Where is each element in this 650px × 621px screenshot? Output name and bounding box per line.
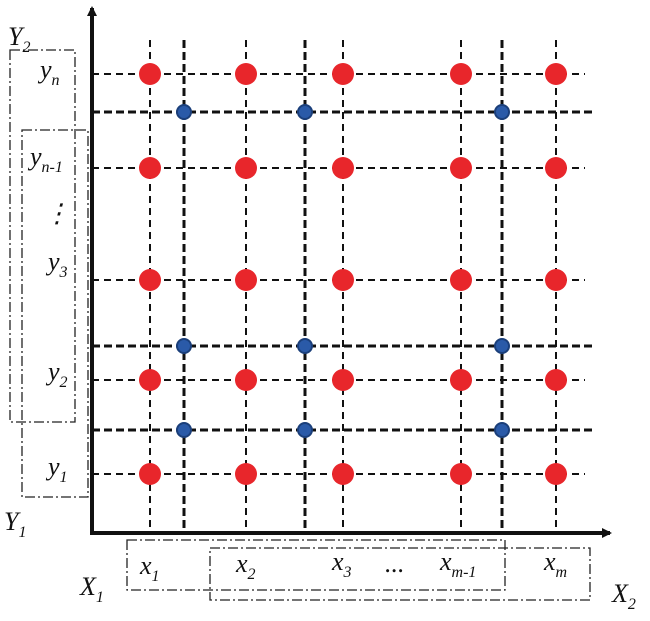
label-sub: 3 (59, 264, 68, 281)
x-label: x3 (331, 547, 352, 581)
grid-point (176, 104, 192, 120)
grid-point (450, 463, 472, 485)
points (139, 63, 567, 485)
label-sub: 1 (60, 469, 68, 486)
label-main: x (439, 547, 452, 576)
grid-point (297, 104, 313, 120)
grid-point (545, 369, 567, 391)
labels: Y2 Y1 X1 X2 yn yn-1 ⋮ y3 y2 y1 x1 x2 x3 … (4, 22, 636, 613)
grid-point (235, 463, 257, 485)
grid-point (332, 369, 354, 391)
y-label: y3 (45, 247, 68, 281)
label-main: y (45, 452, 60, 481)
label-main: y (37, 55, 52, 84)
label-main: y (45, 357, 60, 386)
y-label: y2 (45, 357, 68, 391)
label-sub: 2 (628, 596, 636, 613)
grid-point (545, 269, 567, 291)
grid-point (450, 369, 472, 391)
group-box (9, 49, 76, 423)
label-main: y (27, 142, 42, 171)
grid-point (235, 269, 257, 291)
grid-point (450, 269, 472, 291)
label-sub: 1 (152, 568, 160, 585)
y-ellipsis: ⋮ (44, 199, 70, 228)
grid-point (297, 338, 313, 354)
grid-point (139, 269, 161, 291)
label-sub: 1 (96, 589, 104, 606)
label-main: Y (8, 22, 25, 51)
group-box (21, 129, 89, 498)
grid-point (332, 463, 354, 485)
label-main: Y (4, 507, 21, 536)
label-main: x (139, 551, 152, 580)
x-label: xm (543, 547, 567, 581)
axis-label: X2 (611, 579, 636, 613)
grid-point (176, 338, 192, 354)
label-sub: m-1 (452, 564, 477, 581)
grid-point (176, 422, 192, 438)
group-box (126, 539, 506, 591)
grid-point (332, 63, 354, 85)
x-label: x2 (235, 549, 256, 583)
grid-point (139, 63, 161, 85)
label-sub: 3 (343, 564, 352, 581)
grid-point (139, 157, 161, 179)
axis-label: X1 (79, 572, 104, 606)
group-box (209, 547, 591, 601)
x-ellipsis: ... (385, 549, 405, 578)
grid-point (297, 422, 313, 438)
y-label: y1 (45, 452, 68, 486)
x-label: xm-1 (439, 547, 476, 581)
grid-point (545, 463, 567, 485)
grid-point (450, 157, 472, 179)
axis-label: Y1 (4, 507, 26, 541)
label-sub: n (52, 72, 60, 89)
y-label: yn-1 (27, 142, 63, 176)
label-sub: n-1 (42, 159, 63, 176)
axes (87, 6, 612, 538)
label-sub: 2 (22, 39, 30, 56)
groups (9, 49, 591, 601)
label-main: x (331, 547, 344, 576)
grid-point (139, 369, 161, 391)
x-label: x1 (139, 551, 160, 585)
label-main: X (79, 572, 97, 601)
grid-point (494, 422, 510, 438)
grid-point (545, 157, 567, 179)
y-label: yn (37, 55, 60, 89)
grid-point (450, 63, 472, 85)
label-main: y (45, 247, 60, 276)
label-sub: 2 (60, 374, 68, 391)
grid-point (545, 63, 567, 85)
grid-point (235, 369, 257, 391)
label-main: x (235, 549, 248, 578)
grid-point (332, 269, 354, 291)
label-sub: 2 (248, 566, 256, 583)
grid-point (235, 157, 257, 179)
grid-point (139, 463, 161, 485)
grid-point (494, 104, 510, 120)
label-sub: m (556, 564, 568, 581)
grid-point (494, 338, 510, 354)
grid-point (332, 157, 354, 179)
grid-point (235, 63, 257, 85)
label-main: x (543, 547, 556, 576)
label-main: X (611, 579, 629, 608)
axis-label: Y2 (8, 22, 30, 56)
label-sub: 1 (18, 524, 26, 541)
